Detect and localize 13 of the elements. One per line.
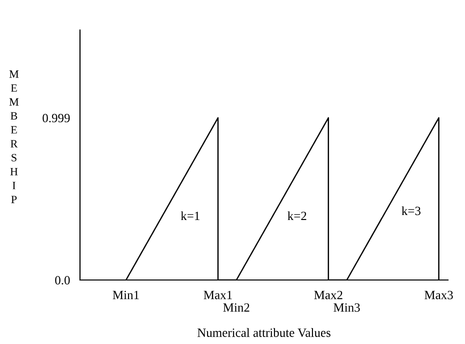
x-tick-label: Max1 xyxy=(204,290,232,300)
x-tick-label: Min3 xyxy=(334,303,360,312)
text: MEMBERSHIP xyxy=(9,70,19,204)
x-tick-label: Min1 xyxy=(112,290,139,300)
x-tick-label: Max3 xyxy=(424,290,453,300)
annotation: k=3 xyxy=(402,206,420,216)
x-tick-label: Max2 xyxy=(314,290,342,300)
y-tick-label: 0.999 xyxy=(42,114,70,122)
annotation: k=2 xyxy=(288,211,306,220)
annotation: k=1 xyxy=(180,211,200,220)
x-axis-title: Numerical attribute Values xyxy=(197,328,330,338)
x-tick-label: Min2 xyxy=(223,303,250,312)
y-tick-label: 0.0 xyxy=(55,276,70,285)
